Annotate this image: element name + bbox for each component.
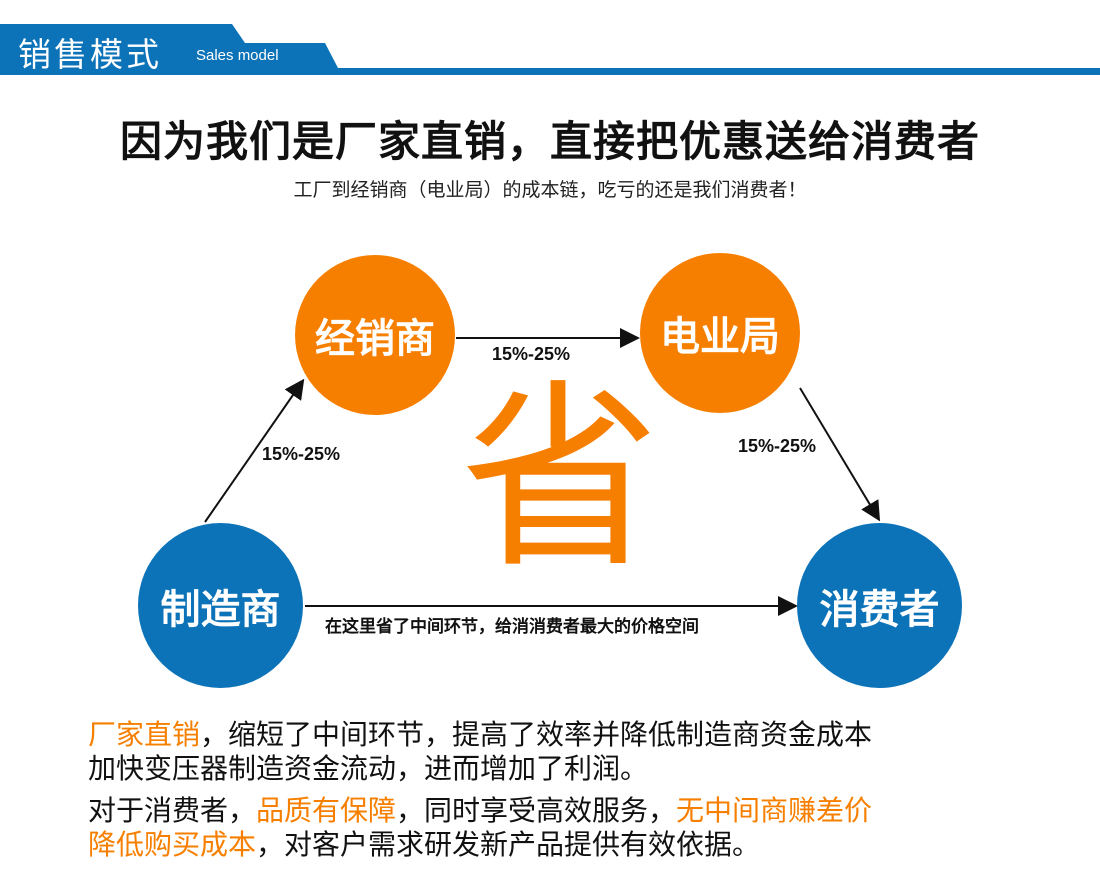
paragraph-2: 对于消费者，品质有保障，同时享受高效服务，无中间商赚差价 降低购买成本，对客户需…: [88, 794, 872, 862]
center-character: 省: [460, 363, 661, 596]
node-power-bureau: 电业局: [640, 253, 800, 413]
header-banner: [0, 24, 1100, 75]
highlight: 品质有保障: [256, 794, 397, 827]
highlight: 降低购买成本: [88, 828, 257, 861]
node-consumer: 消费者: [797, 523, 962, 688]
text: ，对客户需求研发新产品提供有效依据。: [256, 828, 761, 861]
text: 对于消费者，: [88, 794, 257, 827]
section-title: 销售模式: [18, 35, 162, 74]
subtitle: 工厂到经销商（电业局）的成本链，吃亏的还是我们消费者！: [293, 179, 807, 201]
text: ，缩短了中间环节，提高了效率并降低制造商资金成本: [200, 718, 873, 751]
highlight: 厂家直销: [88, 718, 201, 751]
section-subtitle: Sales model: [196, 47, 279, 64]
main-title: 因为我们是厂家直销，直接把优惠送给消费者: [119, 117, 980, 166]
text: 加快变压器制造资金流动，进而增加了利润。: [88, 752, 649, 785]
arrow-bureau-to-consumer: [799, 387, 881, 522]
label-bureau-to-consumer: 15%-25%: [738, 436, 817, 456]
highlight: 无中间商赚差价: [676, 794, 873, 827]
arrow-manufacturer-to-dealer: [204, 378, 305, 523]
text: ，同时享受高效服务，: [396, 794, 677, 827]
label-manufacturer-to-consumer: 在这里省了中间环节，给消消费者最大的价格空间: [325, 617, 699, 637]
paragraph-1: 厂家直销，缩短了中间环节，提高了效率并降低制造商资金成本 加快变压器制造资金流动…: [88, 718, 872, 786]
label-dealer-to-bureau: 15%-25%: [492, 344, 571, 364]
node-manufacturer: 制造商: [138, 523, 303, 688]
node-dealer: 经销商: [295, 255, 455, 415]
label-manufacturer-to-dealer: 15%-25%: [262, 444, 341, 464]
